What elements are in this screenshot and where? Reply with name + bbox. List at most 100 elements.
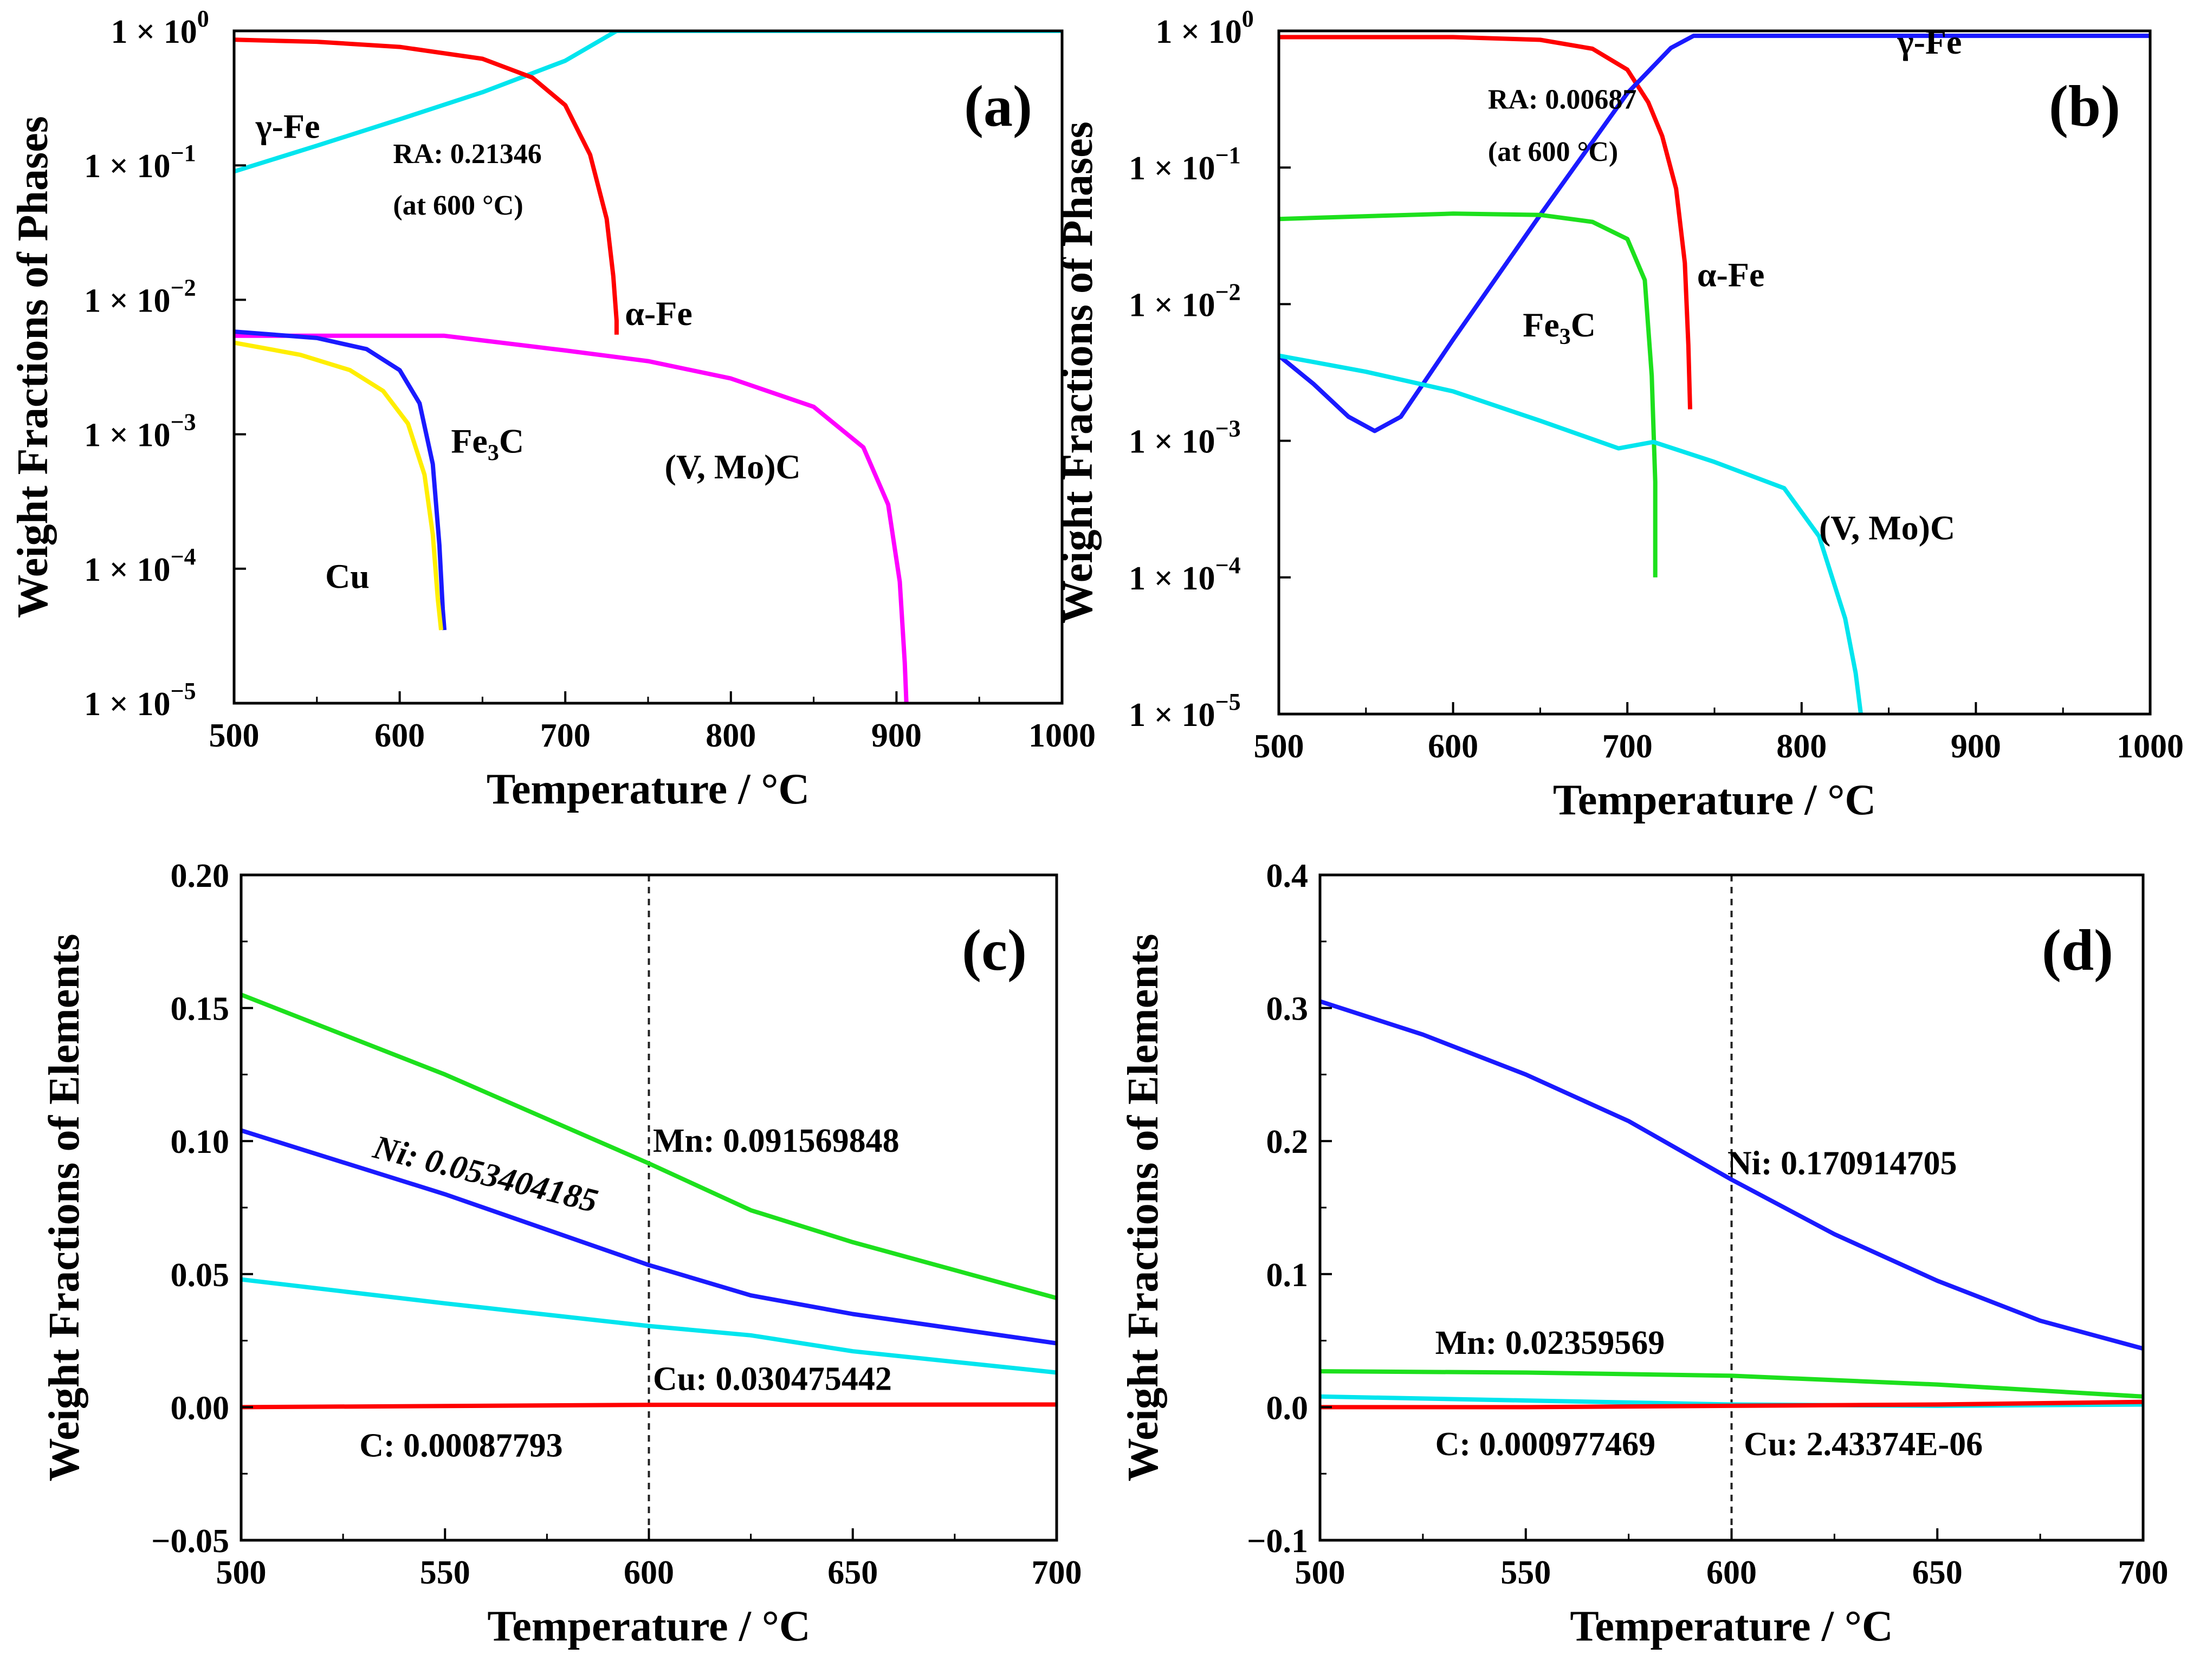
y-tick-label: 1 × 10−1	[84, 140, 196, 185]
x-tick-label: 600	[374, 717, 425, 754]
y-tick-label: −0.1	[1247, 1523, 1308, 1560]
annotation-ra-0-21346: RA: 0.21346	[393, 139, 541, 170]
panel-label: (b)	[2049, 74, 2120, 139]
y-tick-label: 1 × 10−5	[84, 678, 196, 723]
series-line-1	[1279, 35, 1692, 410]
x-tick-label: 700	[540, 717, 591, 754]
annotation-fe: α-Fe	[1697, 256, 1765, 294]
series-line-4	[1279, 353, 1863, 714]
annotation-fe: γ-Fe	[255, 107, 320, 146]
x-tick-label: 500	[1295, 1554, 1345, 1591]
y-tick-label: 0.05	[171, 1257, 230, 1294]
annotation-fe: α-Fe	[625, 294, 693, 333]
x-tick-label: 600	[1428, 728, 1478, 765]
series-line-4	[1320, 1399, 2143, 1410]
series-line-3	[241, 1277, 1057, 1375]
y-tick-label: 1 × 10−3	[1129, 416, 1240, 460]
annotation-ni-0-170914705: Ni: 0.170914705	[1727, 1145, 1957, 1182]
x-tick-label: 1000	[1028, 717, 1096, 754]
x-tick-label: 1000	[2117, 728, 2184, 765]
x-axis-label: Temperature / °C	[487, 1603, 810, 1650]
series-line-3	[1279, 211, 1658, 578]
y-tick-label: 0.20	[171, 858, 230, 894]
x-tick-label: 650	[827, 1554, 878, 1591]
panel-d: 500 550 600 650 700 −0.1 0.0 0.1 0.2 0.3 0.4 Temper…	[1120, 858, 2169, 1650]
y-tick-label: 1 × 10−1	[1129, 142, 1240, 187]
series-line-4	[241, 1402, 1057, 1410]
x-tick-label: 600	[1706, 1554, 1757, 1591]
y-tick-label: 0.10	[171, 1124, 230, 1160]
y-tick-label: −0.05	[151, 1523, 229, 1560]
x-tick-label: 500	[209, 717, 260, 754]
series-line-2	[1320, 1369, 2143, 1399]
x-tick-label: 800	[1776, 728, 1827, 765]
y-tick-label: 0.3	[1266, 991, 1309, 1028]
y-tick-label: 0.15	[171, 991, 230, 1028]
series-line-5	[234, 340, 443, 631]
y-tick-label: 0.4	[1266, 858, 1309, 894]
x-tick-label: 700	[1602, 728, 1653, 765]
annotation-cu-2-43374e-06: Cu: 2.43374E-06	[1744, 1426, 1983, 1463]
x-tick-label: 700	[2118, 1554, 2169, 1591]
x-axis-label: Temperature / °C	[1570, 1603, 1893, 1650]
annotation-fe: γ-Fe	[1897, 23, 1962, 61]
plot-frame	[1277, 29, 2152, 716]
annotation-at-600-c: (at 600 °C)	[393, 190, 523, 221]
annotation-cu-0-030475442: Cu: 0.030475442	[653, 1360, 892, 1397]
y-tick-label: 0.2	[1266, 1124, 1309, 1160]
series-line-2	[1279, 34, 2150, 433]
x-tick-label: 500	[1254, 728, 1304, 765]
annotation-v-mo-c: (V, Mo)C	[1819, 508, 1955, 547]
y-axis-label: Weight Fractions of Elements	[41, 934, 88, 1482]
y-tick-label: 1 × 10−5	[1129, 689, 1240, 734]
annotation-at-600-c: (at 600 °C)	[1488, 137, 1618, 167]
series-line-2	[234, 37, 619, 335]
x-tick-label: 650	[1912, 1554, 1963, 1591]
y-tick-label: 0.00	[171, 1390, 230, 1426]
series-line-2	[241, 1128, 1057, 1346]
panel-label: (a)	[964, 74, 1032, 139]
y-tick-label: 1 × 10−2	[84, 274, 196, 319]
series-line-1	[241, 993, 1057, 1300]
annotation-cu: Cu	[325, 557, 370, 595]
series-line-4	[234, 329, 447, 631]
y-tick-label: 1 × 100	[111, 5, 209, 50]
y-axis-label: Weight Fractions of Phases	[9, 116, 57, 618]
y-axis-label: Weight Fractions of Elements	[1120, 934, 1167, 1482]
y-tick-label: 0.0	[1266, 1390, 1309, 1426]
annotation-mn-0-091569848: Mn: 0.091569848	[653, 1123, 900, 1159]
y-axis-label: Weight Fractions of Phases	[1054, 121, 1102, 624]
annotation-v-mo-c: (V, Mo)C	[665, 447, 801, 486]
y-tick-label: 1 × 10−3	[84, 409, 196, 454]
annotation-fe3c: Fe3C	[1523, 306, 1596, 349]
panel-b: 500 600 700 800 900 1000 1 × 100 1 × 10−1 1 × 10…	[1054, 5, 2184, 824]
x-tick-label: 800	[706, 717, 756, 754]
series-line-1	[1320, 999, 2143, 1351]
panel-c: 500 550 600 650 700 −0.05 0.00 0.05 0.10 0.15 0.20…	[41, 858, 1082, 1650]
annotation-fe3c: Fe3C	[451, 422, 524, 466]
x-tick-label: 500	[216, 1554, 267, 1591]
annotation-mn-0-02359569: Mn: 0.02359569	[1435, 1325, 1665, 1361]
annotation-c-0-000977469: C: 0.000977469	[1435, 1426, 1655, 1463]
y-tick-label: 1 × 10−4	[1129, 552, 1240, 597]
x-axis-label: Temperature / °C	[487, 766, 810, 813]
series-line-3	[234, 333, 909, 703]
x-tick-label: 600	[624, 1554, 674, 1591]
x-tick-label: 900	[1951, 728, 2001, 765]
x-tick-label: 550	[1500, 1554, 1551, 1591]
x-tick-label: 700	[1032, 1554, 1082, 1591]
y-tick-label: 0.1	[1266, 1257, 1309, 1294]
panel-a: 500 600 700 800 900 1000 1 × 100 1 × 10−1 1 × 10…	[9, 5, 1096, 813]
x-tick-label: 550	[420, 1554, 470, 1591]
annotation-ra-0-00687: RA: 0.00687	[1488, 84, 1636, 115]
y-tick-label: 1 × 100	[1155, 5, 1253, 50]
x-tick-label: 900	[871, 717, 922, 754]
y-tick-label: 1 × 10−2	[1129, 278, 1240, 323]
y-tick-label: 1 × 10−4	[84, 543, 196, 588]
panel-label: (d)	[2042, 918, 2113, 983]
x-axis-label: Temperature / °C	[1553, 776, 1876, 824]
panel-label: (c)	[962, 918, 1027, 983]
annotation-c-0-00087793: C: 0.00087793	[359, 1427, 562, 1464]
series-line-1	[234, 31, 1062, 174]
